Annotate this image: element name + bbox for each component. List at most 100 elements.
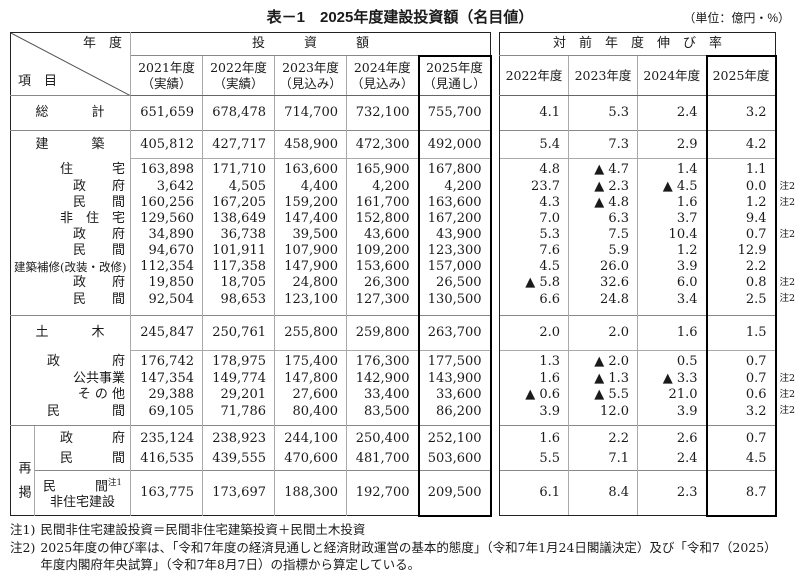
table-row: 4.1 5.3 2.4 3.2	[499, 95, 800, 131]
rate-cell: 9.4	[705, 210, 777, 227]
rate-cell: 7.0	[499, 210, 569, 227]
value-cell: 427,717	[202, 130, 275, 159]
value-cell: 4,200	[417, 178, 492, 195]
table-row: 7.0 6.3 3.7 9.4	[499, 210, 800, 227]
table-row: 5.5 7.1 2.4 4.5	[499, 447, 800, 471]
value-cell: 173,697	[202, 470, 275, 516]
table-row: 政 府 19,850 18,705 24,800 26,300 26,500	[11, 274, 492, 291]
value-cell: 43,900	[417, 226, 492, 243]
table-row: 再掲 政 府 235,124 238,923 244,100 250,400 252,10…	[10, 425, 492, 516]
value-cell: 19,850	[130, 274, 203, 291]
value-cell: 127,300	[346, 290, 419, 316]
rate-cell: 0.8	[705, 274, 777, 291]
table-row: 1.6 2.2 2.6 0.7	[499, 425, 800, 448]
value-cell: 188,300	[274, 470, 347, 516]
rate-cell: 1.2	[705, 194, 777, 211]
span-header: 投 資 額	[130, 32, 491, 56]
value-cell: 678,478	[202, 95, 275, 131]
table-header-row: 2022年度 2023年度 2024年度 2025年度	[499, 54, 800, 96]
value-cell: 117,358	[202, 258, 275, 275]
unit-label: （単位：億円・%）	[683, 11, 790, 25]
rate-cell: 1.6	[637, 315, 707, 351]
rate-cell: ▲ 3.3	[637, 370, 707, 387]
rate-cell: 10.4	[637, 226, 707, 243]
rate-cell: 1.5	[705, 315, 777, 351]
note-marker	[776, 259, 800, 275]
value-cell: 178,975	[202, 350, 275, 371]
table-row: ▲ 5.8 32.6 6.0 0.8 注2	[499, 274, 800, 291]
value-cell: 36,738	[202, 226, 275, 243]
rate-cell: ▲ 1.3	[568, 370, 638, 387]
table-row: 民 間 160,256 167,205 159,200 161,700 163,600	[11, 194, 492, 211]
value-cell: 71,786	[202, 402, 275, 426]
table-row: 民 間注1 非住宅建設 163,775 173,697 188,300 192,700…	[11, 470, 492, 517]
table-row: 政 府 176,742 178,975 175,400 176,300 177,500	[11, 350, 492, 371]
row-label: 民 間	[34, 447, 131, 471]
value-cell: 255,800	[274, 315, 347, 351]
rate-cell: 4.5	[705, 447, 777, 471]
rate-cell: 2.2	[568, 425, 638, 448]
table-row: 23.7 ▲ 2.3 ▲ 4.5 0.0 注2	[499, 178, 800, 195]
value-cell: 147,800	[274, 370, 347, 387]
note-marker	[776, 316, 800, 351]
value-cell: 98,653	[202, 290, 275, 316]
row-label: そ の 他	[77, 386, 125, 402]
row-label: 建 築	[10, 130, 131, 159]
value-cell: 26,500	[417, 274, 492, 291]
table-row: 5.3 7.5 10.4 0.7 注2	[499, 226, 800, 243]
rate-cell: 0.0	[705, 178, 777, 195]
page-title: 表－1 2025年度建設投資額（名目値）	[266, 9, 534, 26]
rate-cell: 0.7	[705, 226, 777, 243]
rate-cell: 21.0	[637, 386, 707, 403]
column-header: 2025年度	[705, 54, 777, 96]
row-label: 政 府	[72, 274, 125, 290]
value-cell: 176,300	[346, 350, 419, 371]
value-cell: 167,205	[202, 194, 275, 211]
value-cell: 416,535	[130, 447, 203, 471]
value-cell: 250,400	[346, 425, 419, 448]
rate-cell: 3.2	[705, 402, 777, 426]
value-cell: 101,911	[202, 242, 275, 259]
rate-cell: 7.6	[499, 242, 569, 259]
rate-cell: 3.7	[637, 210, 707, 227]
rate-cell: 4.5	[499, 258, 569, 275]
corner-cell: 年 度 項 目	[10, 32, 131, 96]
value-cell: 167,800	[417, 158, 492, 179]
value-cell: 481,700	[346, 447, 419, 471]
rate-cell: 1.4	[637, 158, 707, 179]
value-cell: 147,354	[130, 370, 203, 387]
value-cell: 109,200	[346, 242, 419, 259]
table-row: 民 間 416,535 439,555 470,600 481,700 503,600	[11, 447, 492, 471]
rate-cell: 3.2	[705, 95, 777, 131]
footnote-2-text: 2025年度の伸び率は、「令和7年度の経済見通しと経済財政運営の基本的態度」（令…	[40, 539, 777, 573]
table-row: 6.1 8.4 2.3 8.7	[499, 470, 800, 517]
table-row: 非 住 宅 129,560 138,649 147,400 152,800 167,200	[11, 210, 492, 227]
value-cell: 175,400	[274, 350, 347, 371]
value-cell: 157,000	[417, 258, 492, 275]
investment-table: 年 度 項 目 投 資 額 2021年度 （実績） 2022年度 （実績） 20…	[10, 32, 492, 517]
value-cell: 458,900	[274, 130, 347, 159]
rate-cell: 2.4	[637, 95, 707, 131]
value-cell: 69,105	[130, 402, 203, 426]
rate-cell: 6.0	[637, 274, 707, 291]
rate-cell: 1.3	[499, 350, 569, 371]
note-marker: 注2	[779, 180, 796, 192]
value-cell: 165,900	[346, 158, 419, 179]
value-cell: 163,600	[417, 194, 492, 211]
value-cell: 176,742	[130, 350, 203, 371]
value-cell: 33,600	[417, 386, 492, 403]
row-label: 建築補修(改装・改修)	[14, 259, 127, 274]
value-cell: 153,600	[346, 258, 419, 275]
value-cell: 33,400	[346, 386, 419, 403]
rate-cell: 0.7	[705, 370, 777, 387]
table-row: 土 木 245,847 250,761 255,800 259,800 263,700	[10, 315, 492, 351]
table-row: 4.5 26.0 3.9 2.2	[499, 258, 800, 275]
value-cell: 39,500	[274, 226, 347, 243]
rate-cell: 3.9	[499, 402, 569, 426]
value-cell: 244,100	[274, 425, 347, 448]
rate-cell: 7.3	[568, 130, 638, 159]
footnotes: 注1) 民間非住宅建設投資＝民間非住宅建築投資＋民間土木投資 注2) 2025年度の…	[10, 521, 798, 574]
table-row: 民 間 92,504 98,653 123,100 127,300 130,500	[11, 290, 492, 316]
value-cell: 161,700	[346, 194, 419, 211]
rate-cell: 3.9	[637, 402, 707, 426]
